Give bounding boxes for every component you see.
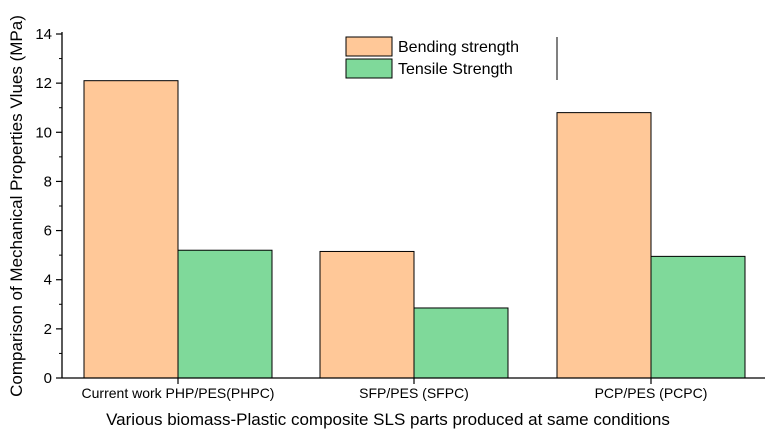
x-tick-label: PCP/PES (PCPC)	[595, 385, 708, 401]
legend-label-tensile: Tensile Strength	[398, 61, 513, 78]
bar-bending-1	[83, 80, 179, 379]
bars-layer	[83, 80, 746, 379]
y-tick-label: 0	[44, 370, 52, 387]
y-axis-title: Comparison of Mechanical Properties Vlue…	[7, 15, 26, 397]
y-tick-label: 14	[35, 26, 52, 43]
bar-tensile-1	[177, 249, 273, 379]
bar-tensile-2	[413, 307, 509, 379]
y-tick-label: 10	[35, 124, 52, 141]
bar-bending-3	[556, 112, 652, 379]
legend-swatch-tensile	[345, 58, 393, 79]
ticks-layer: 0 2 4 6 8 10 12 14 Current work PHP/PES(PHPC) SFP…	[35, 26, 707, 401]
x-tick-label: SFP/PES (SFPC)	[359, 385, 469, 401]
legend-swatch-bending	[345, 36, 393, 57]
x-axis-title: Various biomass-Plastic composite SLS pa…	[106, 410, 670, 429]
x-tick-label: Current work PHP/PES(PHPC)	[82, 385, 275, 401]
legend: Bending strength Tensile Strength	[345, 36, 558, 80]
y-tick-label: 4	[44, 272, 52, 289]
legend-label-bending: Bending strength	[398, 39, 519, 56]
y-tick-label: 8	[44, 173, 52, 190]
y-tick-label: 2	[44, 321, 52, 338]
y-tick-label: 12	[35, 75, 52, 92]
bar-tensile-3	[650, 255, 746, 379]
y-tick-label: 6	[44, 223, 52, 240]
bar-bending-2	[319, 250, 415, 379]
